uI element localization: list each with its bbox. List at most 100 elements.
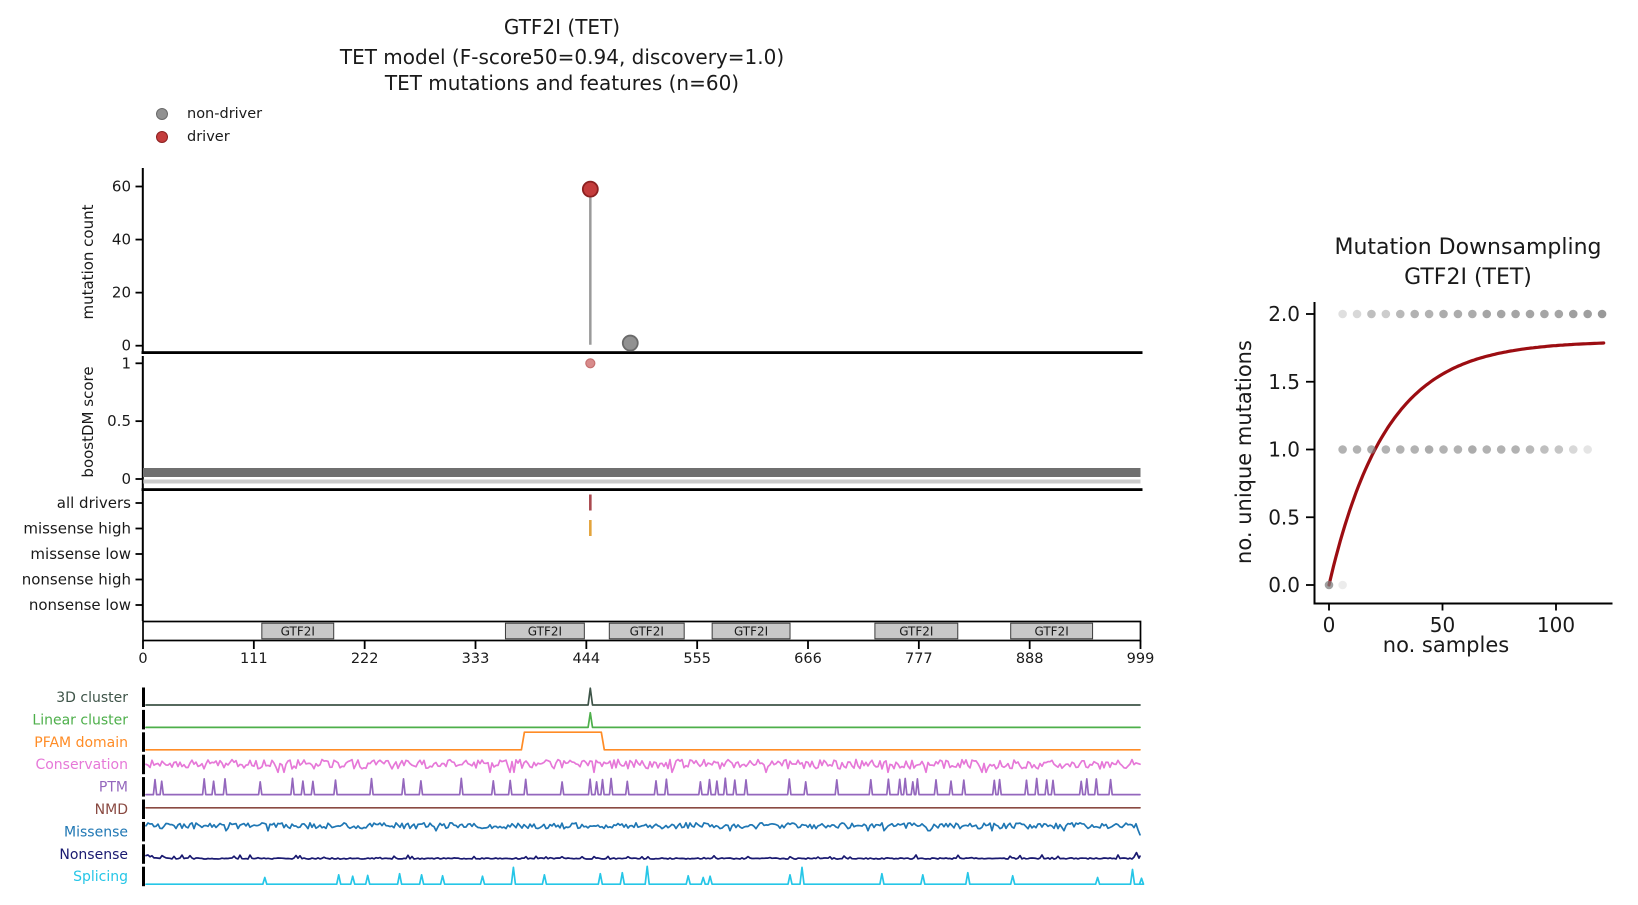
- track-line-ptm: [145, 777, 1141, 796]
- category-label: nonsense high: [22, 571, 131, 589]
- category-label: nonsense low: [29, 596, 131, 614]
- domain-label: GTF2I: [1034, 625, 1068, 639]
- domain-label: GTF2I: [899, 625, 933, 639]
- x-tick-label: 222: [351, 651, 379, 667]
- downsample-dot: [1439, 309, 1448, 319]
- track-label: PTM: [99, 780, 128, 796]
- downsampling-title-line1: Mutation Downsampling: [1334, 235, 1602, 260]
- downsample-dot: [1468, 309, 1477, 319]
- downsample-dot: [1568, 445, 1578, 454]
- x-tick-label: 888: [1016, 651, 1044, 667]
- downsample-dot: [1482, 309, 1492, 319]
- boostdm-y-spine: [141, 356, 144, 489]
- boostdm-x-axis: [141, 488, 1143, 491]
- track-label: PFAM domain: [34, 735, 128, 751]
- category-label: all drivers: [57, 494, 131, 512]
- downsample-dot: [1583, 445, 1592, 454]
- boostdm-driver-point: [585, 358, 596, 369]
- x-tick-label: 666: [794, 651, 822, 667]
- y-tick-label: 40: [112, 231, 131, 249]
- track-label: Conservation: [35, 757, 128, 773]
- domain-box: [504, 622, 585, 640]
- track-label: Missense: [64, 824, 128, 840]
- downsample-dot: [1338, 580, 1347, 590]
- track-line-splicing: [145, 865, 1145, 886]
- track-start-tick: [142, 799, 145, 819]
- downsample-dot: [1410, 309, 1419, 319]
- downsample-dot: [1395, 445, 1405, 454]
- x-tick-label: 111: [240, 651, 268, 667]
- downsample-dot: [1525, 445, 1535, 454]
- nondriver-score-band: [143, 468, 1141, 477]
- downsample-dot: [1367, 309, 1376, 319]
- downsample-dot: [1352, 445, 1362, 454]
- x-tick-label: 777: [905, 651, 933, 667]
- downsample-dot: [1496, 309, 1506, 319]
- downsample-dot: [1324, 580, 1334, 590]
- track-line-3d-cluster: [145, 687, 1141, 706]
- ds-y-tick-label: 1.0: [1268, 438, 1300, 462]
- downsample-dot: [1381, 309, 1391, 319]
- driver-dot-icon: [156, 131, 168, 143]
- x-tick-label: 0: [138, 651, 147, 667]
- downsampling-title-line2: GTF2I (TET): [1404, 265, 1532, 290]
- domain-box: [608, 622, 685, 640]
- domain-box: [1010, 622, 1094, 640]
- track-line-nonsense: [145, 851, 1141, 860]
- ds-x-tick-label: 100: [1537, 613, 1575, 637]
- category-label: missense high: [23, 520, 131, 538]
- domain-label: GTF2I: [734, 625, 768, 639]
- driver-point: [581, 180, 599, 198]
- downsample-dot: [1554, 445, 1564, 454]
- x-tick-label: 444: [572, 651, 600, 667]
- downsample-dot: [1352, 309, 1362, 319]
- track-start-tick: [142, 754, 145, 775]
- y-tick-label: 20: [112, 284, 131, 302]
- domain-box: [261, 622, 335, 640]
- track-start-tick: [142, 687, 145, 707]
- track-start-tick: [142, 821, 145, 842]
- downsample-dot: [1482, 445, 1492, 454]
- track-label: Linear cluster: [32, 712, 128, 728]
- domain-label: GTF2I: [281, 625, 315, 639]
- mutation-count-x-axis: [141, 351, 1143, 354]
- domain-box: [711, 622, 791, 640]
- downsample-dot: [1395, 309, 1405, 319]
- downsample-dot: [1540, 445, 1549, 454]
- y-tick-label: 0: [121, 470, 131, 488]
- downsample-dot: [1453, 445, 1463, 454]
- track-line-pfam-domain: [145, 731, 1141, 751]
- domain-box: [874, 622, 959, 640]
- ds-x-tick-label: 50: [1430, 613, 1455, 637]
- track-start-tick: [142, 866, 145, 887]
- track-line-linear-cluster: [145, 711, 1141, 729]
- figure-title-line3: TET mutations and features (n=60): [384, 71, 740, 95]
- figure-title-line1: GTF2I (TET): [503, 15, 621, 39]
- downsample-dot: [1453, 309, 1463, 319]
- track-label: Nonsense: [59, 847, 128, 863]
- legend: non-driver driver: [156, 106, 262, 145]
- category-label: missense low: [30, 545, 131, 563]
- non-driver-dot-icon: [156, 108, 168, 120]
- downsampling-xlabel: no. samples: [1382, 633, 1510, 657]
- y-tick-label: 0.5: [107, 412, 131, 430]
- downsample-dot: [1367, 445, 1376, 454]
- track-start-tick: [142, 709, 145, 730]
- y-tick-label: 60: [112, 178, 131, 196]
- track-start-tick: [142, 844, 145, 864]
- legend-item-non-driver: non-driver: [156, 106, 262, 122]
- downsample-dot: [1583, 309, 1592, 319]
- downsample-dot: [1338, 309, 1347, 319]
- legend-label-non-driver: non-driver: [187, 106, 263, 122]
- x-tick-label: 999: [1127, 651, 1155, 667]
- mutation-count-y-spine: [141, 168, 144, 353]
- legend-item-driver: driver: [156, 129, 262, 145]
- downsampling-curve: [1327, 341, 1606, 587]
- nondriver-score-band-light: [143, 479, 1141, 484]
- x-tick-label: 555: [683, 651, 711, 667]
- track-start-tick: [142, 732, 145, 752]
- ds-y-tick-label: 0.5: [1268, 505, 1300, 529]
- domain-label: GTF2I: [528, 625, 562, 639]
